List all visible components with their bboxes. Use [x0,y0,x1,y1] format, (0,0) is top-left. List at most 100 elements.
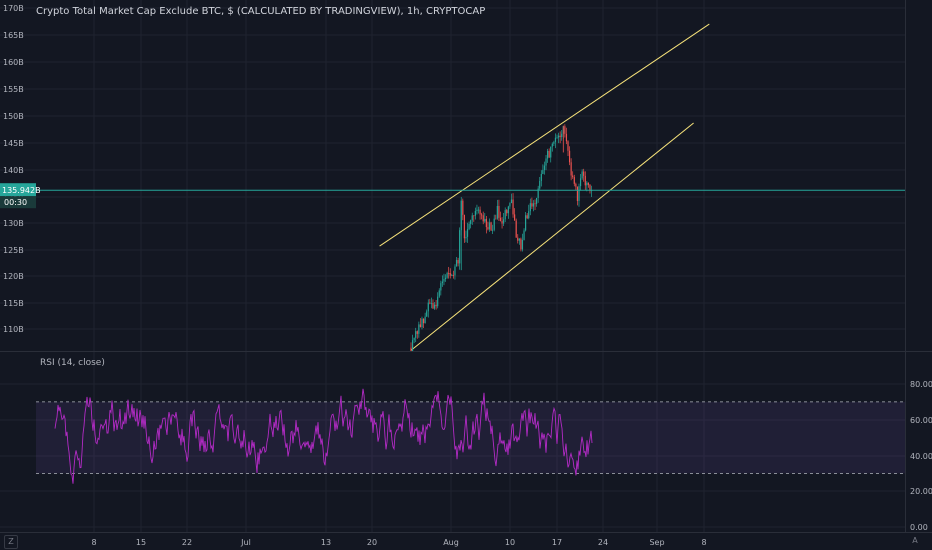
x-tick-label: 20 [367,538,377,547]
candle-body [416,331,418,334]
candle-body [415,331,417,338]
candle-body [517,237,519,241]
y-tick-label: 165B [3,31,24,40]
candle-body [550,146,552,158]
candle-body [515,220,517,238]
candle-body [545,158,547,166]
candle-body [488,222,491,230]
candle-body [440,283,442,291]
candle-body [468,223,470,230]
rsi-tick-label: 60.00 [910,416,932,425]
y-tick-label: 140B [3,166,24,175]
candle-body [474,210,476,216]
candle-body [443,278,445,282]
candle-body [433,304,436,309]
candle-body [426,311,428,317]
candle-body [559,135,561,138]
candle-body [529,203,531,212]
candle-body [570,162,572,176]
candle-body [498,205,500,218]
candle-body [507,206,509,214]
y-tick-label: 125B [3,246,24,255]
candle-body [557,135,560,138]
candle-body [444,277,447,279]
candle-body [510,199,513,204]
candle-body [487,227,489,230]
candle-body [410,347,412,351]
y-tick-label: 110B [3,325,24,334]
candle-body [579,178,582,187]
candle-body [492,229,494,231]
candle-body [451,275,453,276]
candle-body [459,230,461,264]
candle-body [523,230,525,240]
x-tick-label: 17 [552,538,562,547]
auto-scale-button[interactable]: A [912,536,918,545]
candle-body [504,210,506,220]
candle-body [462,200,464,215]
candle-body [418,324,420,334]
candle-body [534,203,536,205]
candle-body [532,203,535,207]
rsi-tick-label: 40.00 [910,452,932,461]
candle-body [564,126,566,134]
candle-body [435,304,437,307]
x-tick-label: 8 [701,538,706,547]
rsi-line [54,388,593,484]
candle-body [526,215,528,219]
candle-body [470,220,472,224]
candle-body [568,150,571,163]
candle-body [525,215,527,231]
candle-body [429,302,431,304]
candle-body [539,180,541,189]
candle-body [551,143,553,147]
rsi-tick-label: 0.00 [910,523,928,532]
candle-body [565,133,568,142]
x-tick-label: 13 [321,538,331,547]
y-tick-label: 150B [3,112,24,121]
x-tick-label: Aug [443,538,459,547]
candle-body [514,214,516,221]
candle-body [477,209,480,211]
candle-body [432,302,434,309]
timezone-button[interactable]: Z [4,535,18,549]
candle-body [465,236,467,239]
trendline-lower-channel [410,122,694,351]
x-tick-label: 10 [505,538,515,547]
candle-body [457,260,459,264]
candle-body [540,173,542,181]
y-tick-label: 120B [3,272,24,281]
candle-body [471,215,473,221]
candle-body [490,222,492,231]
candle-body [446,272,448,278]
candle-body [537,188,539,198]
candle-body [455,260,458,267]
candle-body [411,340,414,351]
candle-body [438,290,440,297]
candle-body [481,214,483,216]
candle-body [567,141,569,151]
x-tick-label: 24 [598,538,608,547]
candle-body [449,273,451,276]
candle-body [546,150,549,159]
candle-body [543,165,546,170]
candle-body [573,177,575,184]
countdown-value: 00:30 [4,198,27,207]
rsi-title: RSI (14, close) [40,358,105,368]
x-tick-label: 22 [182,538,192,547]
price-tag-value: 135.942B [2,186,41,195]
candle-body [503,219,505,224]
trendlines [379,23,710,351]
candle-body [572,175,574,178]
candle-body [584,175,586,186]
x-tick-label: Jul [240,538,251,547]
candle-body [501,220,503,224]
candle-body [441,281,443,284]
x-tick-label: 8 [91,538,96,547]
candle-body [493,218,495,230]
candle-body [509,203,511,207]
candle-body [452,275,454,276]
candle-body [587,182,590,185]
